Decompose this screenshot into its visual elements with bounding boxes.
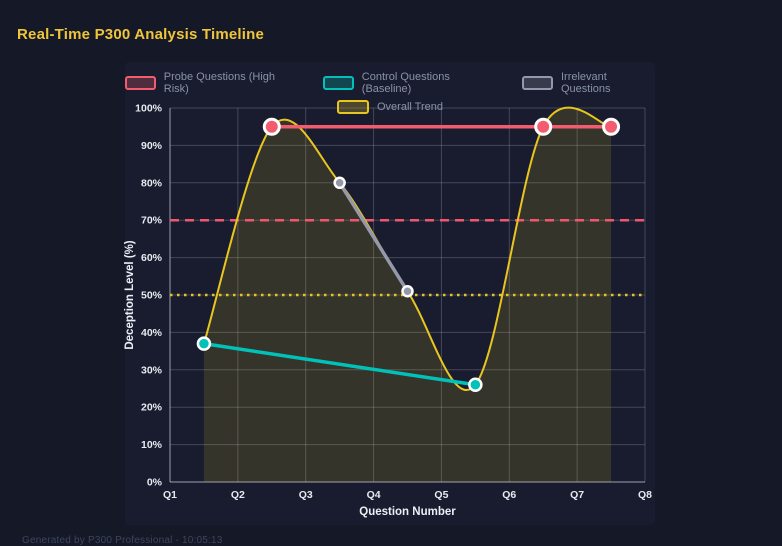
x-tick-label: Q8 [638, 489, 652, 501]
legend-row-2: Overall Trend [336, 100, 444, 114]
page-title: Real-Time P300 Analysis Timeline [17, 26, 265, 43]
y-tick-label: 100% [135, 103, 163, 115]
x-tick-label: Q1 [163, 489, 177, 501]
y-axis-title: Deception Level (%) [124, 240, 136, 349]
data-point[interactable] [602, 117, 621, 136]
data-point[interactable] [401, 285, 414, 298]
x-tick-label: Q7 [570, 489, 584, 501]
data-point[interactable] [333, 176, 346, 190]
legend: Probe Questions (High Risk) Control Ques… [125, 71, 655, 114]
legend-swatch-trend-icon [336, 100, 369, 114]
legend-label-probe: Probe Questions (High Risk) [163, 71, 276, 95]
series-line [337, 181, 410, 294]
data-point[interactable] [468, 377, 483, 393]
y-tick-label: 60% [141, 252, 163, 264]
y-tick-label: 30% [141, 364, 163, 376]
y-tick-label: 40% [141, 327, 163, 339]
legend-label-trend: Overall Trend [376, 101, 444, 113]
y-tick-label: 0% [147, 477, 163, 489]
x-tick-label: Q5 [434, 489, 448, 501]
legend-swatch-control-icon [323, 76, 354, 90]
data-point[interactable] [262, 117, 281, 136]
legend-item-probe-questions[interactable]: Probe Questions (High Risk) [125, 71, 297, 95]
legend-swatch-probe-icon [125, 76, 156, 90]
chart-card [125, 62, 655, 525]
data-point[interactable] [534, 117, 553, 136]
y-tick-label: 20% [141, 402, 163, 414]
legend-item-irrelevant-questions[interactable]: Irrelevant Questions [522, 71, 655, 95]
y-tick-label: 70% [141, 215, 163, 227]
series-line [202, 341, 478, 387]
legend-item-overall-trend[interactable]: Overall Trend [336, 100, 444, 114]
y-tick-label: 80% [141, 177, 163, 189]
y-tick-label: 50% [141, 290, 163, 302]
data-point[interactable] [196, 336, 212, 351]
legend-item-control-questions[interactable]: Control Questions (Baseline) [323, 71, 496, 95]
legend-label-control: Control Questions (Baseline) [361, 71, 450, 95]
legend-row-1: Probe Questions (High Risk) Control Ques… [125, 71, 655, 95]
footer-text: Generated by P300 Professional - 10:05:1… [22, 535, 223, 546]
y-tick-label: 10% [141, 439, 163, 451]
legend-swatch-irrelevant-icon [522, 76, 553, 90]
x-axis-title: Question Number [359, 506, 456, 518]
legend-label-irrelevant: Irrelevant Questions [560, 71, 611, 95]
x-tick-label: Q2 [231, 489, 245, 501]
x-tick-label: Q6 [502, 489, 516, 501]
y-tick-label: 90% [141, 140, 163, 152]
x-tick-label: Q3 [299, 489, 313, 501]
x-tick-label: Q4 [367, 489, 381, 501]
